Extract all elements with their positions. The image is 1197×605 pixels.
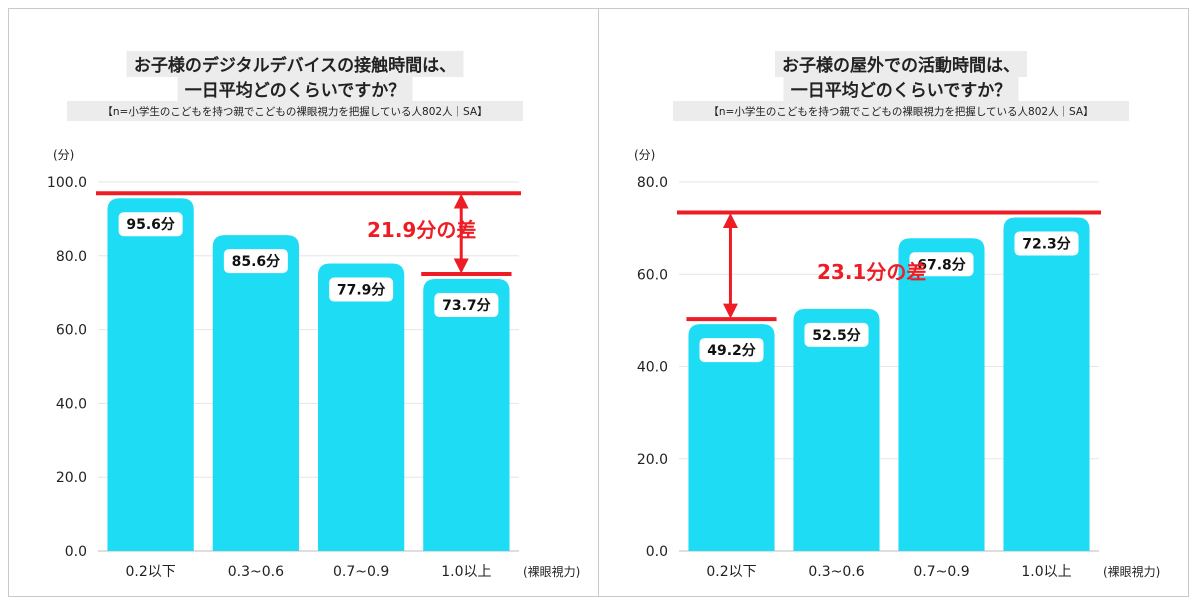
title-background-line-2 [177,77,413,101]
data-label: 95.6分 [126,217,175,233]
y-axis-unit-label: (分) [634,148,655,162]
bar-2 [212,235,300,552]
data-label-box [223,249,288,274]
bar-4 [423,279,510,551]
y-tick-label: 80.0 [637,175,668,191]
data-label-box [699,338,764,363]
x-axis-title: (裸眼視力) [1103,564,1160,579]
data-label-box [329,277,394,302]
bar-chart-outdoor-activity-time: お子様の屋外での活動時間は、一日平均どのくらいですか？ 【n=小学生のこどもを持つ… [634,51,1160,580]
chart-sample-note: 【n=小学生のこどもを持つ親でこどもの裸眼視力を把握している人802人｜SA】 [102,105,487,118]
chart-title-line-2: 一日平均どのくらいですか？ [185,80,406,101]
chart-sample-note: 【n=小学生のこどもを持つ親でこどもの裸眼視力を把握している人802人｜SA】 [708,105,1093,118]
data-label-box [118,212,183,237]
note-background [67,101,523,121]
chart-panel-outdoor-activity-time: お子様の屋外での活動時間は、 一日平均どのくらいですか？ 【n=小学生のこどもを持つ… [598,8,1189,597]
bar-3 [317,263,405,551]
data-label: 52.5分 [812,328,861,344]
title-background-line-1 [126,51,464,77]
data-label: 67.8分 [917,257,966,273]
data-label-box [1014,231,1079,256]
chart-title-line-1: お子様の屋外での活動時間は、 [782,55,1020,76]
y-axis-unit-label: (分) [53,148,74,162]
y-tick-label: 20.0 [56,470,87,486]
annotation-difference-text: 21.9分の差 [367,218,476,242]
bar-1 [688,324,775,551]
y-tick-label: 80.0 [56,249,87,265]
x-category-label: 1.0以上 [1021,564,1071,580]
y-tick-label: 40.0 [637,360,668,376]
chart-title-line-2: 一日平均どのくらいですか？ [791,80,1012,101]
y-tick-label: 0.0 [646,544,668,560]
x-category-label: 1.0以上 [441,564,491,580]
data-label: 72.3分 [1022,237,1071,253]
bar-3 [898,238,985,551]
x-category-label: 0.2以下 [125,564,175,580]
data-label: 73.7分 [442,298,491,314]
bar-chart-digital-device-time: お子様のデジタルデバイスの接触時間は、一日平均どのくらいですか？ 【n=小学生のこ… [47,51,580,580]
bar-4 [1003,217,1090,552]
bar-1 [107,198,194,551]
x-category-label: 0.7~0.9 [913,564,969,580]
bar-2 [793,308,880,551]
data-label-box [434,293,499,318]
y-tick-label: 60.0 [56,323,87,339]
x-category-label: 0.7~0.9 [333,564,389,580]
data-label: 85.6分 [232,254,281,270]
data-label: 77.9分 [337,283,386,299]
x-category-label: 0.3~0.6 [808,564,864,580]
y-tick-label: 0.0 [65,544,87,560]
x-axis-title: (裸眼視力) [523,564,580,579]
x-category-label: 0.3~0.6 [228,564,284,580]
x-category-label: 0.2以下 [706,564,756,580]
data-label: 49.2分 [707,343,756,359]
note-background [673,101,1129,121]
annotation-difference-text: 23.1分の差 [817,260,926,284]
y-tick-label: 60.0 [637,267,668,283]
title-background-line-2 [783,77,1019,101]
data-label-box [909,252,974,277]
data-label-box [804,322,869,347]
chart-title-line-1: お子様のデジタルデバイスの接触時間は、 [134,55,456,76]
title-background-line-1 [775,51,1027,77]
y-tick-label: 40.0 [56,396,87,412]
y-tick-label: 20.0 [637,452,668,468]
chart-panel-digital-device-time: お子様のデジタルデバイスの接触時間は、 一日平均どのくらいですか？ 【n=小学生のこ… [8,8,599,597]
y-tick-label: 100.0 [47,175,87,191]
